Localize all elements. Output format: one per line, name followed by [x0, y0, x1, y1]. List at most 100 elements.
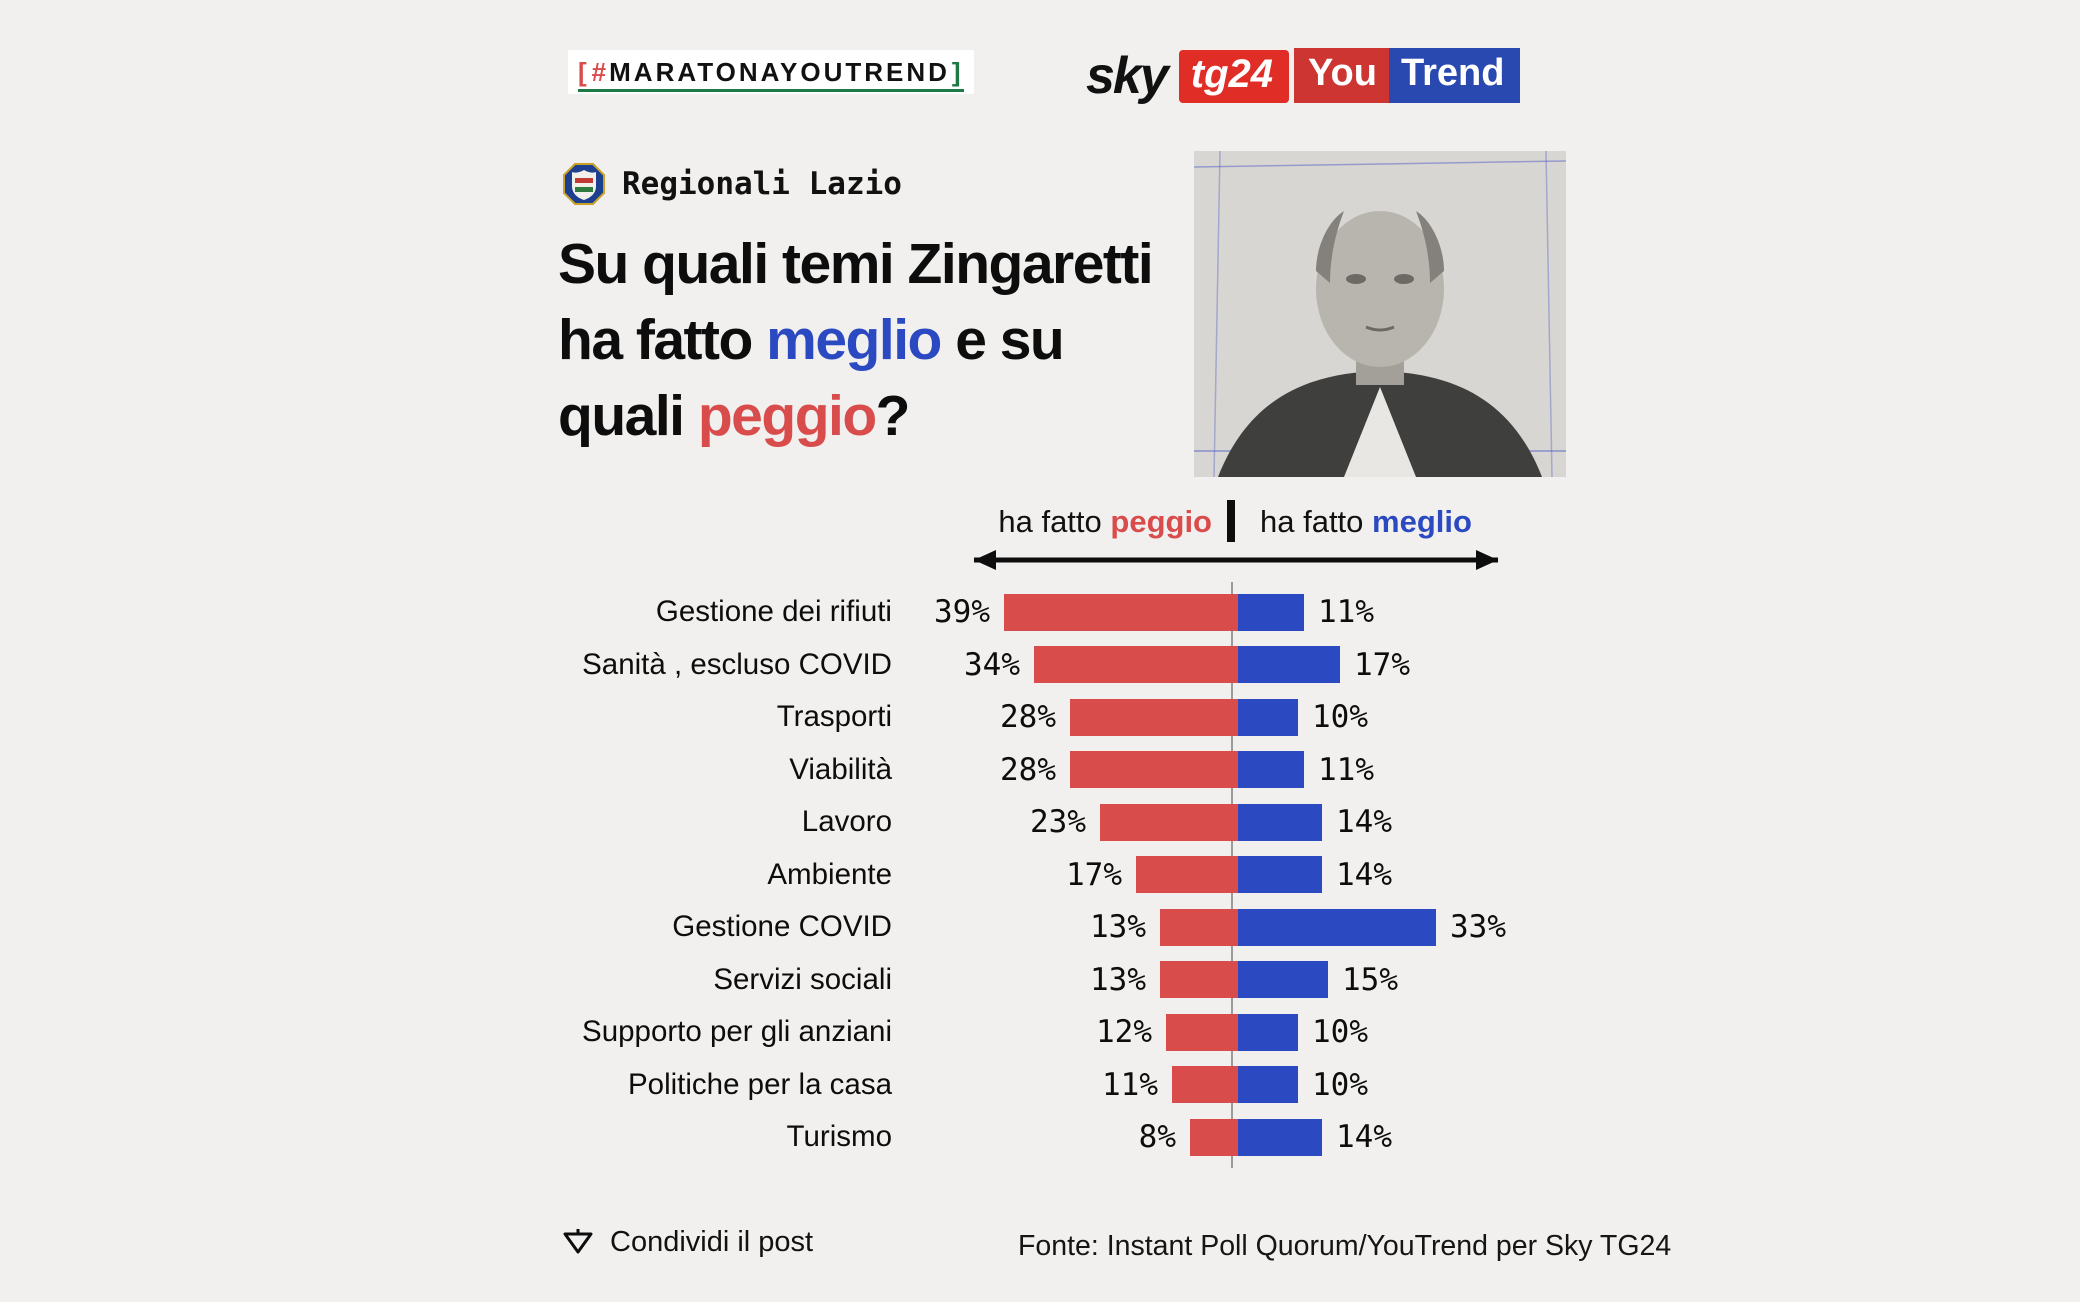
meglio-value: 33% — [1450, 909, 1506, 946]
lazio-crest-icon — [563, 163, 605, 205]
category-label: Servizi sociali — [713, 962, 892, 996]
badge-underline — [578, 89, 964, 92]
peggio-zone: 34% — [896, 646, 1238, 684]
peggio-zone: 39% — [896, 593, 1238, 631]
meglio-bar — [1238, 908, 1436, 946]
kicker: Regionali Lazio — [562, 162, 902, 206]
meglio-bar — [1238, 593, 1304, 631]
meglio-zone: 14% — [1238, 856, 1660, 894]
chart-row: Trasporti 28% 10% — [460, 691, 1660, 744]
axis-arrow — [974, 550, 1498, 570]
meglio-zone: 10% — [1238, 1066, 1660, 1104]
title-line-3: quali peggio? — [558, 384, 911, 448]
youtrend-trend-box: Trend — [1388, 48, 1521, 103]
meglio-bar — [1238, 856, 1322, 894]
title-line-1: Su quali temi Zingaretti — [558, 232, 1154, 296]
peggio-bar — [1070, 698, 1238, 736]
category-label: Sanità , escluso COVID — [582, 647, 892, 681]
youtrend-you-box: You — [1294, 48, 1389, 103]
peggio-value: 28% — [1000, 751, 1056, 788]
badge-left-bracket: [ — [578, 56, 590, 87]
peggio-zone: 12% — [896, 1013, 1238, 1051]
badge-hash: # — [591, 56, 610, 87]
category-label: Turismo — [786, 1120, 892, 1154]
category-label: Lavoro — [801, 805, 892, 839]
peggio-zone: 8% — [896, 1118, 1238, 1156]
chart-row: Viabilità 28% 11% — [460, 744, 1660, 797]
peggio-zone: 13% — [896, 961, 1238, 999]
chart-row: Lavoro 23% 14% — [460, 796, 1660, 849]
meglio-bar — [1238, 961, 1328, 999]
peggio-bar — [1166, 1013, 1238, 1051]
peggio-bar — [1034, 646, 1238, 684]
peggio-bar — [1004, 593, 1238, 631]
meglio-zone: 14% — [1238, 1118, 1660, 1156]
meglio-value: 10% — [1312, 1014, 1368, 1051]
peggio-value: 28% — [1000, 699, 1056, 736]
category-label: Supporto per gli anziani — [582, 1015, 892, 1049]
title-line-2: ha fatto meglio e su — [558, 308, 1065, 372]
meglio-value: 10% — [1312, 1066, 1368, 1103]
category-label: Gestione COVID — [672, 910, 892, 944]
peggio-bar — [1160, 908, 1238, 946]
chart-row: Ambiente 17% 14% — [460, 849, 1660, 902]
meglio-zone: 11% — [1238, 751, 1660, 789]
meglio-value: 14% — [1336, 804, 1392, 841]
peggio-value: 12% — [1096, 1014, 1152, 1051]
axis-word-peggio: peggio — [1110, 504, 1212, 539]
kicker-label: Regionali Lazio — [622, 166, 902, 202]
category-label: Gestione dei rifiuti — [655, 595, 892, 629]
peggio-zone: 13% — [896, 908, 1238, 946]
peggio-value: 11% — [1102, 1066, 1158, 1103]
meglio-zone: 10% — [1238, 1013, 1660, 1051]
peggio-bar — [1136, 856, 1238, 894]
peggio-value: 13% — [1090, 909, 1146, 946]
peggio-zone: 28% — [896, 698, 1238, 736]
peggio-value: 13% — [1090, 961, 1146, 998]
meglio-bar — [1238, 646, 1340, 684]
peggio-zone: 17% — [896, 856, 1238, 894]
sky-wordmark: sky — [1086, 47, 1169, 105]
axis-center-tick — [1227, 500, 1235, 542]
title-word-peggio: peggio — [697, 384, 877, 448]
source-note: Fonte: Instant Poll Quorum/YouTrend per … — [1018, 1230, 1672, 1262]
peggio-bar — [1160, 961, 1238, 999]
peggio-zone: 11% — [896, 1066, 1238, 1104]
chart-row: Supporto per gli anziani 12% 10% — [460, 1006, 1660, 1059]
meglio-value: 11% — [1318, 594, 1374, 631]
peggio-value: 34% — [964, 646, 1020, 683]
meglio-value: 14% — [1336, 856, 1392, 893]
axis-label-meglio: ha fatto meglio — [1260, 504, 1472, 539]
share-icon — [563, 1228, 593, 1253]
peggio-bar — [1100, 803, 1238, 841]
peggio-value: 17% — [1066, 856, 1122, 893]
meglio-value: 17% — [1354, 646, 1410, 683]
chart-row: Gestione COVID 13% 33% — [460, 901, 1660, 954]
meglio-value: 10% — [1312, 699, 1368, 736]
chart-row: Servizi sociali 13% 15% — [460, 954, 1660, 1007]
tg24-box: tg24 — [1178, 49, 1290, 103]
meglio-zone: 15% — [1238, 961, 1660, 999]
meglio-value: 11% — [1318, 751, 1374, 788]
zingaretti-photo — [1194, 150, 1566, 478]
badge-right-bracket: ] — [951, 56, 964, 87]
peggio-value: 8% — [1138, 1119, 1176, 1156]
meglio-bar — [1238, 751, 1304, 789]
axis-word-meglio: meglio — [1372, 504, 1472, 539]
share-label: Condividi il post — [610, 1226, 814, 1258]
category-label: Viabilità — [789, 752, 892, 786]
chart-row: Gestione dei rifiuti 39% 11% — [460, 586, 1660, 639]
chart-rows: Gestione dei rifiuti 39% 11% Sanità , es… — [460, 586, 1660, 1164]
badge-text: MARATONAYOUTREND — [609, 56, 950, 87]
axis-label-peggio: ha fatto peggio — [998, 504, 1212, 539]
peggio-value: 39% — [934, 594, 990, 631]
share-post-button[interactable]: Condividi il post — [562, 1226, 813, 1259]
peggio-value: 23% — [1030, 804, 1086, 841]
meglio-bar — [1238, 1118, 1322, 1156]
meglio-zone: 11% — [1238, 593, 1660, 631]
youtrend-logo: You Trend — [1294, 48, 1521, 103]
category-label: Politiche per la casa — [627, 1067, 892, 1101]
meglio-zone: 33% — [1238, 908, 1660, 946]
category-label: Ambiente — [767, 857, 892, 891]
chart-row: Turismo 8% 14% — [460, 1111, 1660, 1164]
